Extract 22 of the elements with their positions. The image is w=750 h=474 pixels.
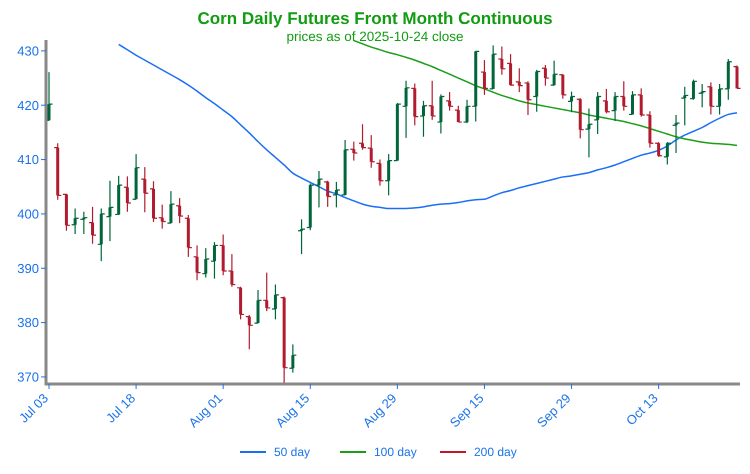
line-series — [118, 44, 738, 210]
x-tick-label: Sep 15 — [446, 390, 487, 430]
y-tick-label: 410 — [17, 152, 39, 168]
x-tick-label: Oct 13 — [623, 390, 661, 428]
y-tick-label: 380 — [17, 315, 39, 330]
x-tick-label: Aug 01 — [186, 390, 226, 430]
chart-subtitle: prices as of 2025-10-24 close — [286, 29, 464, 44]
chart-title: Corn Daily Futures Front Month Continuous — [197, 9, 553, 28]
legend-label: 200 day — [474, 445, 517, 460]
x-tick-label: Aug 29 — [360, 390, 400, 430]
x-tick-label: Sep 29 — [534, 390, 574, 430]
y-tick-label: 390 — [17, 260, 39, 276]
y-tick-label: 430 — [17, 43, 39, 58]
x-tick-label: Jul 18 — [103, 390, 138, 426]
y-tick-label: 400 — [17, 206, 39, 222]
legend-label: 50 day — [274, 445, 310, 460]
line-series — [353, 40, 738, 146]
legend-label: 100 day — [374, 445, 417, 460]
x-tick-label: Jul 03 — [16, 390, 52, 426]
x-tick-label: Aug 15 — [272, 390, 312, 430]
y-tick-label: 420 — [17, 98, 39, 113]
y-tick-label: 370 — [17, 369, 39, 384]
